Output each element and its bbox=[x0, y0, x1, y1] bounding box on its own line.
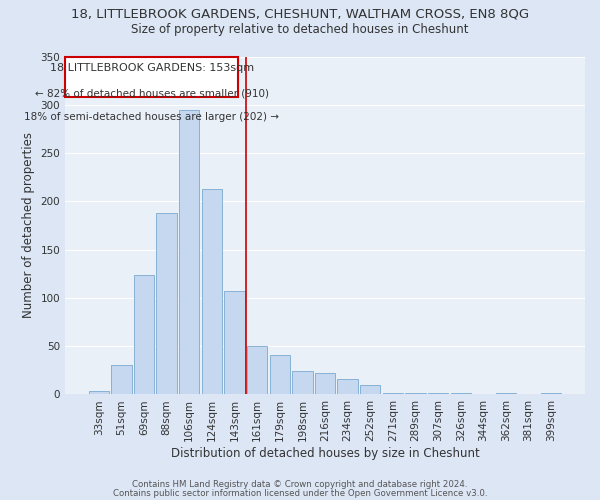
Bar bbox=[541, 392, 562, 394]
Bar bbox=[269, 355, 290, 395]
FancyBboxPatch shape bbox=[65, 56, 238, 97]
Bar bbox=[337, 379, 358, 394]
Text: Contains HM Land Registry data © Crown copyright and database right 2024.: Contains HM Land Registry data © Crown c… bbox=[132, 480, 468, 489]
Bar bbox=[89, 390, 109, 394]
Text: 18 LITTLEBROOK GARDENS: 153sqm: 18 LITTLEBROOK GARDENS: 153sqm bbox=[50, 64, 254, 74]
Bar bbox=[292, 372, 313, 394]
Bar bbox=[179, 110, 199, 395]
Bar bbox=[224, 291, 245, 395]
Text: 18, LITTLEBROOK GARDENS, CHESHUNT, WALTHAM CROSS, EN8 8QG: 18, LITTLEBROOK GARDENS, CHESHUNT, WALTH… bbox=[71, 8, 529, 20]
Bar bbox=[157, 213, 177, 394]
Text: ← 82% of detached houses are smaller (910): ← 82% of detached houses are smaller (91… bbox=[35, 88, 269, 99]
Bar bbox=[134, 274, 154, 394]
Text: 18% of semi-detached houses are larger (202) →: 18% of semi-detached houses are larger (… bbox=[24, 112, 279, 122]
Bar bbox=[111, 366, 131, 394]
Bar bbox=[202, 189, 222, 394]
Text: Size of property relative to detached houses in Cheshunt: Size of property relative to detached ho… bbox=[131, 22, 469, 36]
Bar bbox=[451, 392, 471, 394]
Bar bbox=[383, 392, 403, 394]
Bar bbox=[247, 346, 268, 395]
Bar bbox=[315, 373, 335, 394]
Y-axis label: Number of detached properties: Number of detached properties bbox=[22, 132, 35, 318]
X-axis label: Distribution of detached houses by size in Cheshunt: Distribution of detached houses by size … bbox=[170, 447, 479, 460]
Text: Contains public sector information licensed under the Open Government Licence v3: Contains public sector information licen… bbox=[113, 488, 487, 498]
Bar bbox=[360, 385, 380, 394]
